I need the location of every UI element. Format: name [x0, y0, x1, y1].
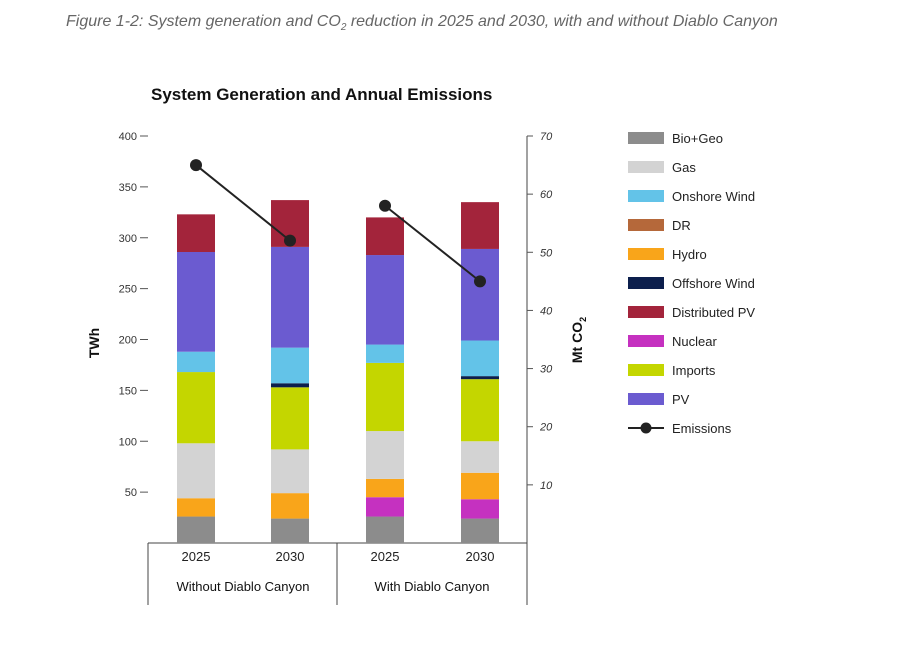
legend-label: Bio+Geo — [672, 131, 723, 146]
legend-label: Onshore Wind — [672, 189, 755, 204]
legend-swatch — [628, 190, 664, 202]
emissions-point — [379, 199, 391, 212]
y2-tick-label: 10 — [540, 480, 553, 492]
emissions-point — [284, 234, 296, 247]
y2-tick-label: 40 — [540, 305, 553, 317]
y-tick-label: 50 — [125, 487, 137, 499]
bar-segment-distributed-pv — [461, 202, 499, 249]
legend-marker — [640, 422, 652, 434]
y-tick-label: 400 — [119, 131, 137, 143]
bar-segment-imports — [177, 372, 215, 444]
legend-swatch — [628, 219, 664, 231]
legend-label: Emissions — [672, 421, 732, 436]
legend-swatch — [628, 364, 664, 376]
bar-segment-onshore-wind — [366, 344, 404, 363]
y-tick-label: 300 — [119, 233, 137, 245]
y-tick-label: 250 — [119, 284, 137, 296]
legend-swatch — [628, 306, 664, 318]
bar-segment-nuclear — [366, 497, 404, 517]
x-category-label: 2030 — [276, 549, 305, 564]
x-category-label: 2030 — [466, 549, 495, 564]
emissions-line — [190, 159, 486, 288]
emissions-point — [474, 275, 486, 288]
x-categories: 2025 2030 2025 2030 Without Diablo Canyon Wit… — [177, 549, 495, 594]
bar-segment-pv — [366, 255, 404, 345]
emissions-segment — [384, 204, 481, 283]
bar-segment-distributed-pv — [366, 217, 404, 256]
bar-segment-pv — [461, 248, 499, 341]
x-category-label: 2025 — [182, 549, 211, 564]
y-axis-label: TWh — [86, 328, 102, 358]
legend-label: Offshore Wind — [672, 276, 755, 291]
legend-swatch — [628, 277, 664, 289]
bar-segment-pv — [271, 246, 309, 348]
bar-segment-gas — [366, 431, 404, 479]
figure-caption: Figure 1-2: System generation and CO2 re… — [66, 13, 778, 34]
bar-segment-imports — [366, 362, 404, 432]
legend-label: Nuclear — [672, 334, 717, 349]
y2-axis-label-text: Mt CO2 — [569, 317, 588, 363]
legend-label: DR — [672, 218, 691, 233]
legend-label: Gas — [672, 160, 696, 175]
y-tick-label: 200 — [119, 335, 137, 347]
legend-label: Imports — [672, 363, 716, 378]
bar-segment-onshore-wind — [177, 351, 215, 373]
legend-swatch — [628, 248, 664, 260]
legend-swatch — [628, 393, 664, 405]
bar-segment-onshore-wind — [271, 347, 309, 384]
bar-segment-bio-geo — [461, 518, 499, 543]
y-tick-label: 100 — [119, 436, 137, 448]
y-tick-label: 150 — [119, 385, 137, 397]
bars — [177, 200, 499, 543]
x-group-label: Without Diablo Canyon — [177, 579, 310, 594]
bar-segment-imports — [271, 387, 309, 450]
legend-label: Distributed PV — [672, 305, 755, 320]
y2-axis-label: Mt CO2 — [569, 317, 588, 363]
x-group-label: With Diablo Canyon — [375, 579, 490, 594]
bar-segment-bio-geo — [271, 518, 309, 543]
bar-segment-hydro — [366, 478, 404, 498]
legend-swatch — [628, 335, 664, 347]
bar-segment-onshore-wind — [461, 340, 499, 377]
emissions-segment — [195, 164, 291, 242]
y2-tick-label: 50 — [540, 247, 553, 259]
x-category-label: 2025 — [371, 549, 400, 564]
bar-segment-distributed-pv — [177, 214, 215, 252]
bar-segment-bio-geo — [366, 516, 404, 543]
bar-segment-bio-geo — [177, 516, 215, 543]
chart-title: System Generation and Annual Emissions — [151, 85, 492, 104]
bar-segment-offshore-wind — [461, 376, 499, 380]
y-tick-label: 350 — [119, 182, 137, 194]
bar-segment-nuclear — [461, 499, 499, 519]
bar-segment-imports — [461, 379, 499, 442]
y2-tick-label: 60 — [540, 189, 553, 201]
emissions-point — [190, 159, 202, 172]
bar-segment-gas — [461, 441, 499, 473]
y2-tick-label: 70 — [540, 131, 553, 143]
legend-swatch — [628, 161, 664, 173]
bar-segment-hydro — [177, 498, 215, 517]
legend: Bio+Geo Gas Onshore Wind DR Hydro Offshore Wi… — [628, 131, 755, 436]
y2-tick-label: 20 — [539, 422, 553, 434]
bar-segment-pv — [177, 251, 215, 352]
bar-segment-offshore-wind — [271, 383, 309, 388]
legend-label: Hydro — [672, 247, 707, 262]
y2-tick-label: 30 — [540, 364, 553, 376]
bar-segment-hydro — [271, 493, 309, 519]
bar-segment-hydro — [461, 472, 499, 500]
legend-label: PV — [672, 392, 690, 407]
bar-segment-gas — [177, 443, 215, 499]
bar-segment-gas — [271, 449, 309, 494]
legend-swatch — [628, 132, 664, 144]
